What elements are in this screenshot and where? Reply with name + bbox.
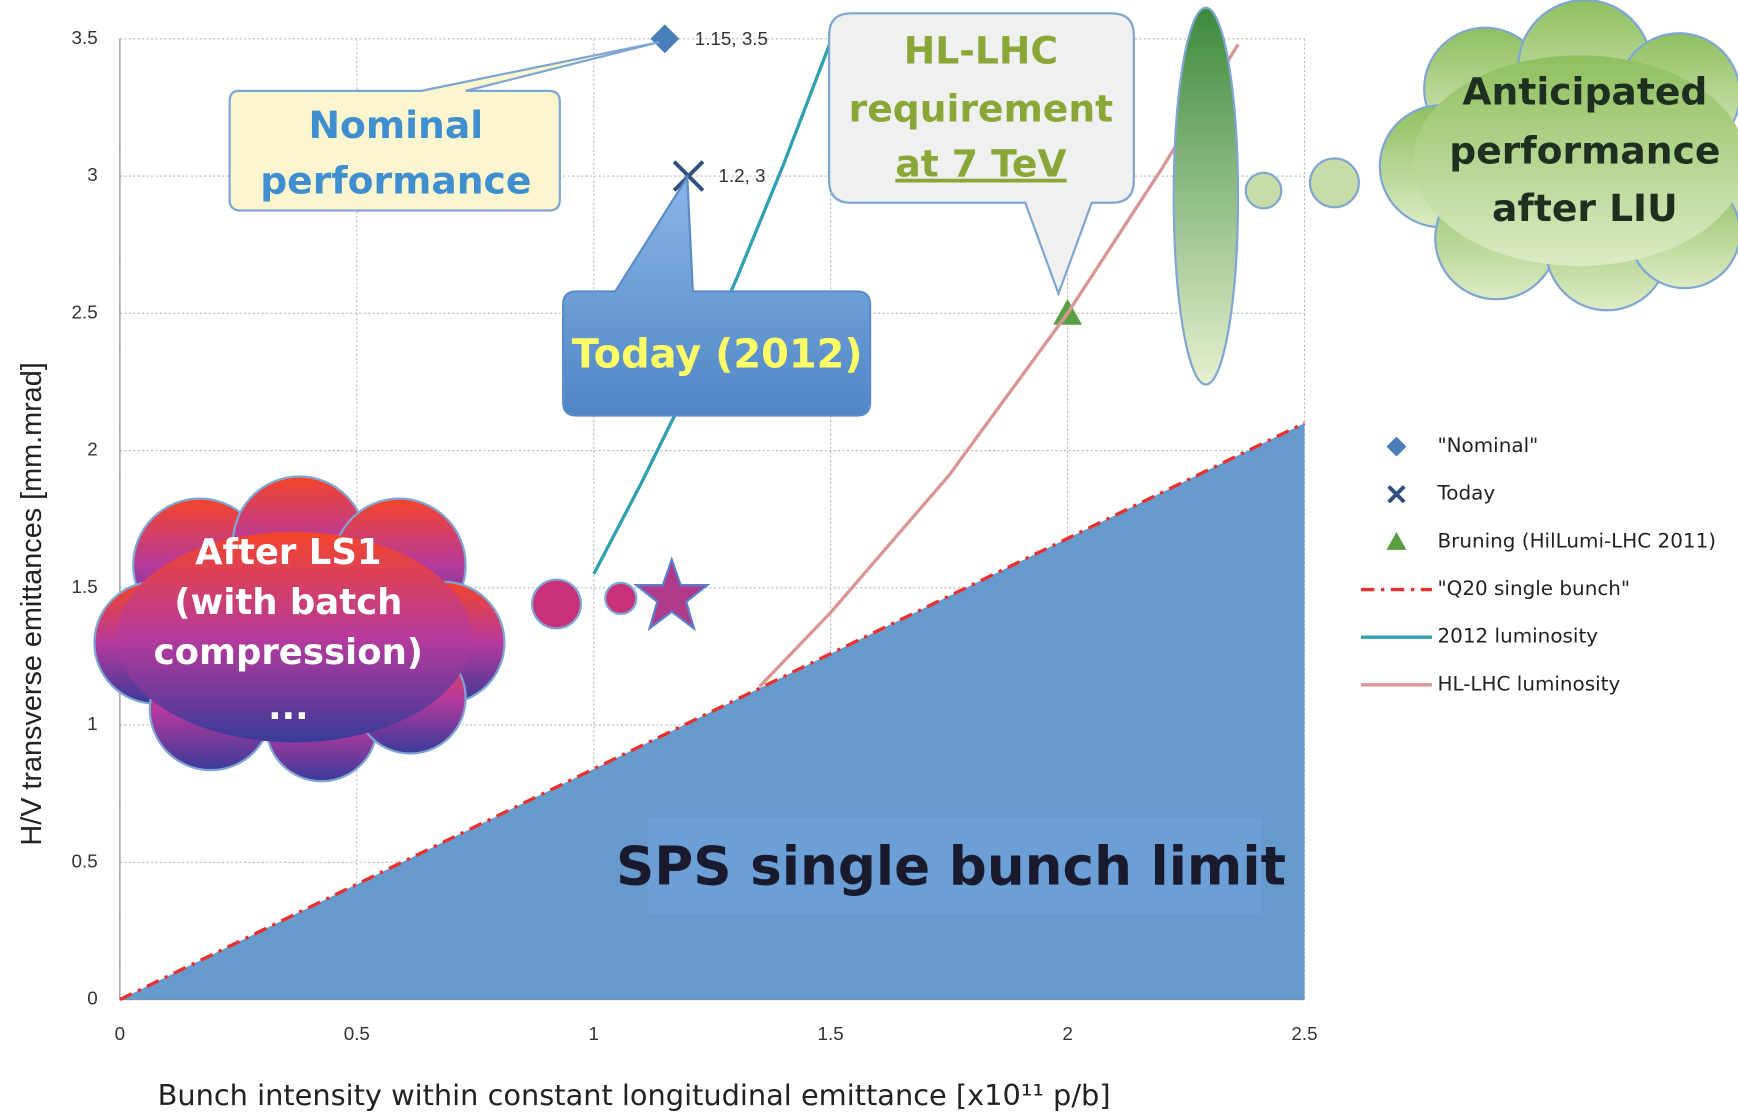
x-tick-label: 0 [115,1023,125,1044]
x-tick-label: 0.5 [344,1023,370,1044]
x-tick-label: 2 [1062,1023,1072,1044]
y-tick-label: 1 [87,713,97,734]
legend: "Nominal" Today Bruning (HilLumi-LHC 2011)… [1361,433,1716,695]
callout-box [563,177,870,415]
decoration [636,560,707,629]
annotation-text: performance [260,158,531,202]
legend-swatch [1386,532,1406,550]
y-axis-title: H/V transverse emittances [mm.mrad] [16,362,48,845]
annotation-text: Today (2012) [572,331,863,377]
y-tick-label: 0.5 [72,850,98,871]
decoration [1246,173,1281,208]
y-tick-label: 3 [87,164,97,185]
annotation-text: performance [1449,128,1720,172]
decoration [532,580,581,629]
value-label: 1.15, 3.5 [695,28,768,49]
marker [650,24,679,53]
annotation-text: compression) [154,632,423,673]
annotation-text: HL-LHC [904,29,1058,73]
legend-label: "Nominal" [1437,433,1538,457]
legend-label: Today [1436,481,1495,505]
cloud [94,476,504,781]
x-axis-title: Bunch intensity within constant longitud… [158,1078,1111,1112]
legend-label: Bruning (HilLumi-LHC 2011) [1437,528,1716,552]
annotation-text: ... [268,687,308,728]
legend-swatch [1386,437,1406,457]
page: {"chart_data": { "type": "scatter", "x_l… [0,0,1738,1117]
annotation-text: at 7 TeV [895,142,1066,186]
x-tick-label: 1 [588,1023,598,1044]
y-tick-label: 1.5 [72,576,98,597]
annotation-text: Anticipated [1462,70,1707,114]
annotation-text: After LS1 [195,532,381,573]
y-tick-label: 3.5 [72,27,98,48]
annotation-text: after LIU [1492,186,1678,230]
chart: 0 0.5 1 1.5 2 2.5 3 3.5 0 0.5 1 1.5 2 2.5 1.15, 3.5 1.2… [0,0,1738,1117]
decoration [605,583,636,614]
legend-swatch [1389,486,1405,502]
annotation-text: (with batch [174,582,402,623]
y-tick-label: 2.5 [72,301,98,322]
annotation-text: requirement [849,86,1113,130]
y-tick-label: 2 [87,439,97,460]
value-label: 1.2, 3 [718,165,765,186]
decoration [1174,8,1238,385]
x-tick-label: 2.5 [1291,1023,1317,1044]
legend-label: 2012 luminosity [1437,624,1598,648]
annotation-text: SPS single bunch limit [616,836,1286,898]
decoration [1310,158,1359,207]
legend-label: HL-LHC luminosity [1437,671,1620,695]
y-tick-label: 0 [87,988,97,1009]
annotation-text: Nominal [308,103,483,147]
legend-label: "Q20 single bunch" [1437,576,1630,600]
x-tick-label: 1.5 [818,1023,844,1044]
